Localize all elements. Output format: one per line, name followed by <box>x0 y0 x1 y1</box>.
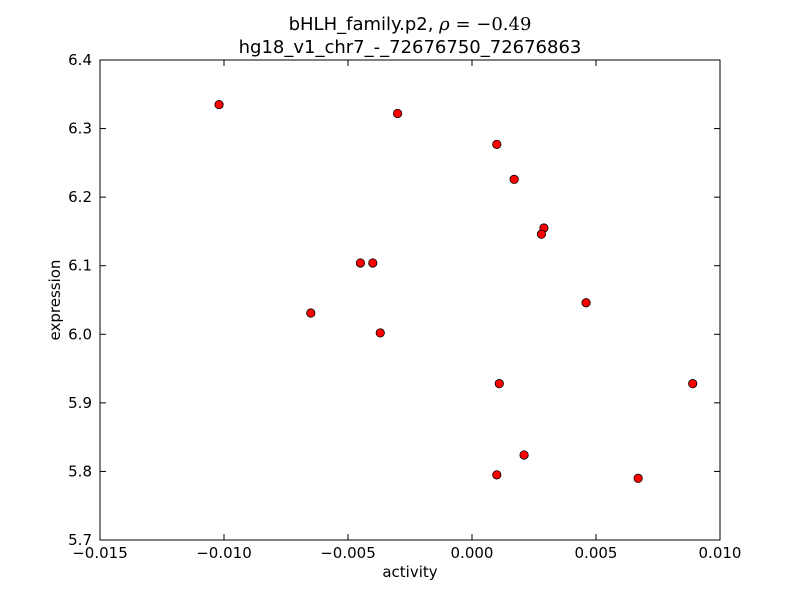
plot-frame <box>99 59 721 541</box>
scatter-point <box>492 139 502 149</box>
scatter-point <box>306 308 316 318</box>
title-rho-symbol: ρ <box>438 14 450 35</box>
scatter-point <box>214 99 224 110</box>
scatter-point <box>375 328 385 338</box>
data-points <box>214 99 698 483</box>
scatter-point <box>494 379 504 389</box>
x-tick-label: −0.005 <box>320 544 376 562</box>
x-tick-label: 0.010 <box>699 544 742 562</box>
y-tick-label: 5.7 <box>68 531 92 549</box>
y-tick-label: 6.3 <box>68 120 92 138</box>
scatter-point <box>519 450 529 460</box>
title-prefix: bHLH_family.p2, <box>289 14 440 35</box>
scatter-point <box>392 108 403 119</box>
y-axis-label: expression <box>46 260 64 341</box>
scatter-point <box>581 298 591 308</box>
chart-subtitle: hg18_v1_chr7_-_72676750_72676863 <box>239 37 582 58</box>
y-tick-label: 5.9 <box>68 394 92 412</box>
title-rho-value: = −0.49 <box>450 14 532 35</box>
chart-title: bHLH_family.p2, ρ = −0.49 <box>289 14 532 35</box>
y-tick-label: 6.4 <box>68 51 92 69</box>
y-axis-ticks: 5.7 5.8 5.9 6.0 6.1 6.2 6.3 6.4 <box>68 51 720 549</box>
x-tick-label: 0.000 <box>451 544 494 562</box>
scatter-point <box>536 229 547 239</box>
y-tick-label: 6.1 <box>68 257 92 275</box>
x-axis-ticks: −0.015 −0.010 −0.005 0.000 0.005 0.010 <box>72 60 741 562</box>
y-tick-label: 6.2 <box>68 188 92 206</box>
scatter-point <box>509 174 519 184</box>
y-tick-label: 5.8 <box>68 462 92 480</box>
scatter-point <box>368 258 378 268</box>
x-tick-label: −0.010 <box>196 544 252 562</box>
scatter-point <box>492 470 502 480</box>
x-axis-label: activity <box>382 563 437 581</box>
scatter-point <box>355 258 365 268</box>
scatter-point <box>633 473 643 483</box>
x-tick-label: −0.015 <box>72 544 128 562</box>
x-tick-label: 0.005 <box>575 544 618 562</box>
scatter-point <box>688 379 698 389</box>
y-tick-label: 6.0 <box>68 325 92 343</box>
